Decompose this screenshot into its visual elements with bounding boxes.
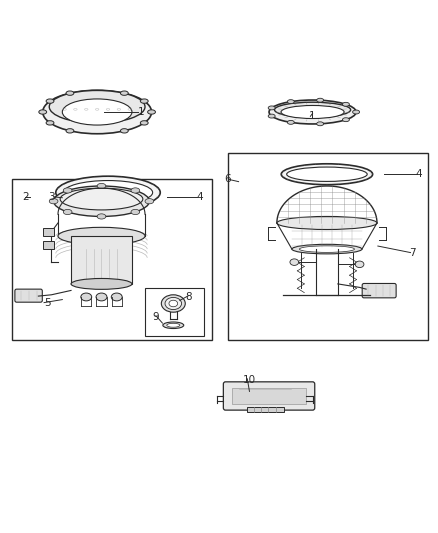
Ellipse shape <box>96 293 107 301</box>
Ellipse shape <box>131 188 140 193</box>
Text: 1: 1 <box>138 107 144 117</box>
Ellipse shape <box>66 91 74 95</box>
Ellipse shape <box>97 183 106 189</box>
Bar <box>228 154 428 341</box>
Ellipse shape <box>111 293 122 301</box>
Ellipse shape <box>49 199 58 204</box>
Bar <box>43 241 53 249</box>
Ellipse shape <box>120 91 128 95</box>
Ellipse shape <box>355 261 364 268</box>
Ellipse shape <box>343 102 350 106</box>
Ellipse shape <box>317 98 324 102</box>
Text: 10: 10 <box>243 375 256 385</box>
Ellipse shape <box>165 297 182 310</box>
Ellipse shape <box>145 199 154 204</box>
Ellipse shape <box>63 188 72 193</box>
Bar <box>71 236 132 284</box>
Ellipse shape <box>66 128 74 133</box>
Ellipse shape <box>43 90 152 134</box>
Ellipse shape <box>63 209 72 215</box>
Ellipse shape <box>46 120 54 125</box>
Text: 5: 5 <box>44 298 50 309</box>
Ellipse shape <box>62 99 132 125</box>
Ellipse shape <box>81 293 92 301</box>
Ellipse shape <box>287 167 367 181</box>
Ellipse shape <box>167 324 180 327</box>
FancyBboxPatch shape <box>15 289 42 302</box>
Ellipse shape <box>290 259 299 265</box>
Ellipse shape <box>131 209 140 215</box>
Bar <box>12 180 212 341</box>
Ellipse shape <box>71 278 132 289</box>
Ellipse shape <box>49 91 145 123</box>
Ellipse shape <box>353 110 360 114</box>
Ellipse shape <box>277 216 377 230</box>
Text: 9: 9 <box>152 312 159 321</box>
Ellipse shape <box>268 106 275 110</box>
Ellipse shape <box>140 120 148 125</box>
Text: 4: 4 <box>196 192 203 202</box>
Ellipse shape <box>287 100 294 103</box>
Ellipse shape <box>343 118 350 122</box>
Ellipse shape <box>39 110 47 114</box>
Ellipse shape <box>281 106 344 118</box>
Ellipse shape <box>46 99 54 103</box>
Bar <box>247 407 284 413</box>
Bar <box>43 228 53 236</box>
Ellipse shape <box>163 322 184 328</box>
Ellipse shape <box>120 128 128 133</box>
Ellipse shape <box>300 246 354 252</box>
Ellipse shape <box>287 120 294 124</box>
Text: 7: 7 <box>410 248 416 259</box>
Ellipse shape <box>161 295 185 312</box>
Ellipse shape <box>169 300 178 307</box>
Ellipse shape <box>58 228 145 245</box>
Text: 2: 2 <box>22 192 28 202</box>
FancyBboxPatch shape <box>223 382 315 410</box>
Ellipse shape <box>281 164 373 184</box>
Ellipse shape <box>60 188 143 210</box>
Ellipse shape <box>317 122 324 126</box>
Text: 1: 1 <box>309 111 316 122</box>
Ellipse shape <box>53 186 149 216</box>
Ellipse shape <box>97 214 106 219</box>
Ellipse shape <box>56 176 160 209</box>
Text: 8: 8 <box>185 292 192 302</box>
Ellipse shape <box>269 100 356 124</box>
Bar <box>232 389 306 403</box>
Ellipse shape <box>140 99 148 103</box>
Text: 6: 6 <box>224 174 231 184</box>
Ellipse shape <box>292 244 362 254</box>
FancyBboxPatch shape <box>362 284 396 298</box>
Bar <box>145 288 204 336</box>
Ellipse shape <box>148 110 155 114</box>
Ellipse shape <box>64 181 152 205</box>
Text: 4: 4 <box>416 169 423 179</box>
Ellipse shape <box>275 102 351 117</box>
Ellipse shape <box>268 114 275 118</box>
Text: 3: 3 <box>48 192 55 202</box>
